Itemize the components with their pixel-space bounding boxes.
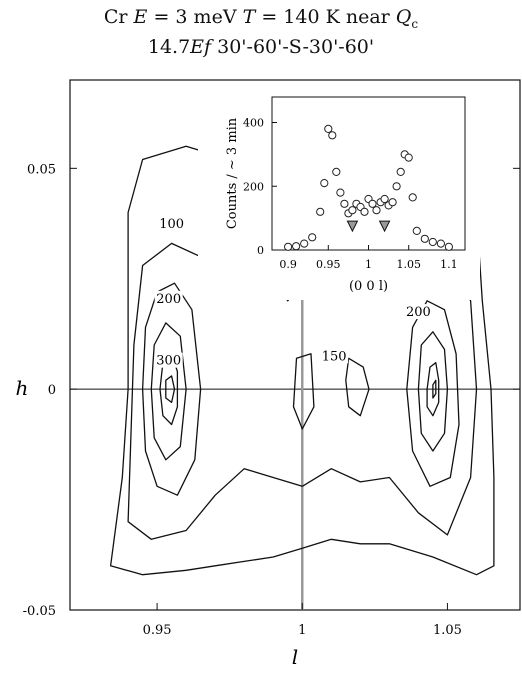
inset-data-point bbox=[300, 239, 309, 248]
inset-data-point bbox=[308, 233, 317, 242]
inset-data-point bbox=[420, 234, 429, 243]
x-axis-label: l bbox=[292, 645, 298, 669]
y-tick-label: 0 bbox=[48, 383, 56, 398]
inset-data-point bbox=[348, 206, 357, 215]
plot-frame bbox=[69, 79, 521, 611]
x-tick-label: 1 bbox=[298, 623, 306, 638]
inset-data-point bbox=[328, 131, 337, 140]
inset-data-point bbox=[292, 242, 301, 251]
y-tick-label: 0.05 bbox=[27, 162, 56, 177]
contour-level-label: 200 bbox=[406, 305, 431, 320]
inset-y-tick-label: 400 bbox=[243, 117, 264, 130]
inset-x-tick-label: 0.95 bbox=[316, 258, 341, 271]
contour-line-500 bbox=[165, 375, 176, 404]
inset-y-axis-label: Counts / ~ 3 min bbox=[225, 117, 240, 229]
inset-data-point bbox=[392, 182, 401, 191]
inset-data-point bbox=[360, 207, 369, 216]
contour-line-400 bbox=[426, 362, 440, 417]
contour-line-200 bbox=[141, 282, 202, 496]
inset-triangle-marker bbox=[378, 220, 391, 233]
contour-label-backdrop bbox=[154, 352, 183, 368]
contour-line-150 bbox=[345, 357, 370, 417]
inset-data-point bbox=[396, 167, 405, 176]
inset-data-point bbox=[336, 188, 345, 197]
inset-x-tick-label: 1 bbox=[365, 258, 372, 271]
contour-level-label: 300 bbox=[156, 354, 181, 369]
inset-data-point bbox=[428, 237, 437, 247]
inset-x-tick-label: 1.1 bbox=[440, 258, 458, 271]
inset-data-point bbox=[372, 206, 381, 215]
y-axis-label: h bbox=[16, 376, 29, 400]
inset-data-point bbox=[436, 239, 445, 248]
contour-level-label: 100 bbox=[159, 217, 184, 232]
inset-data-point bbox=[332, 167, 341, 176]
inset-y-tick-label: 0 bbox=[257, 244, 264, 257]
contour-label-backdrop bbox=[320, 348, 349, 364]
inset-data-point bbox=[324, 124, 333, 133]
inset-x-axis-label: (0 0 l) bbox=[349, 279, 388, 294]
contour-label-backdrop bbox=[404, 304, 433, 320]
contour-line-300 bbox=[150, 322, 187, 461]
inset-x-tick-label: 1.05 bbox=[396, 258, 421, 271]
chart-title-line-1: Cr E = 3 meV T = 140 K near Qc bbox=[103, 6, 419, 31]
inset-data-point bbox=[320, 179, 329, 188]
x-tick-label: 1.05 bbox=[433, 623, 462, 638]
contour-level-label: 200 bbox=[156, 292, 181, 307]
x-tick-label: 0.95 bbox=[143, 623, 172, 638]
inset-data-point bbox=[388, 198, 397, 207]
inset-data-point bbox=[404, 153, 413, 162]
contour-label-backdrop bbox=[154, 290, 183, 306]
contour-level-label: 150 bbox=[322, 349, 347, 364]
inset-x-tick-label: 0.9 bbox=[279, 258, 297, 271]
y-tick-label: -0.05 bbox=[23, 604, 56, 619]
contour-line-500 bbox=[432, 379, 437, 399]
chart-title-line-2: 14.7Ef 30'-60'-S-30'-60' bbox=[147, 36, 375, 58]
inset-y-tick-label: 200 bbox=[243, 180, 264, 193]
inset-data-point bbox=[316, 207, 325, 216]
inset-data-point bbox=[412, 226, 421, 235]
inset-data-point bbox=[340, 199, 349, 208]
contour-line-300 bbox=[417, 331, 449, 452]
contour-line-150 bbox=[292, 353, 315, 430]
inset-triangle-marker bbox=[346, 220, 359, 233]
inset-data-point bbox=[368, 199, 377, 208]
inset-data-point bbox=[380, 194, 389, 204]
inset-data-point bbox=[408, 193, 417, 202]
contour-label-backdrop bbox=[157, 215, 186, 231]
inset-data-point bbox=[284, 242, 293, 251]
inset-data-point bbox=[444, 242, 453, 251]
